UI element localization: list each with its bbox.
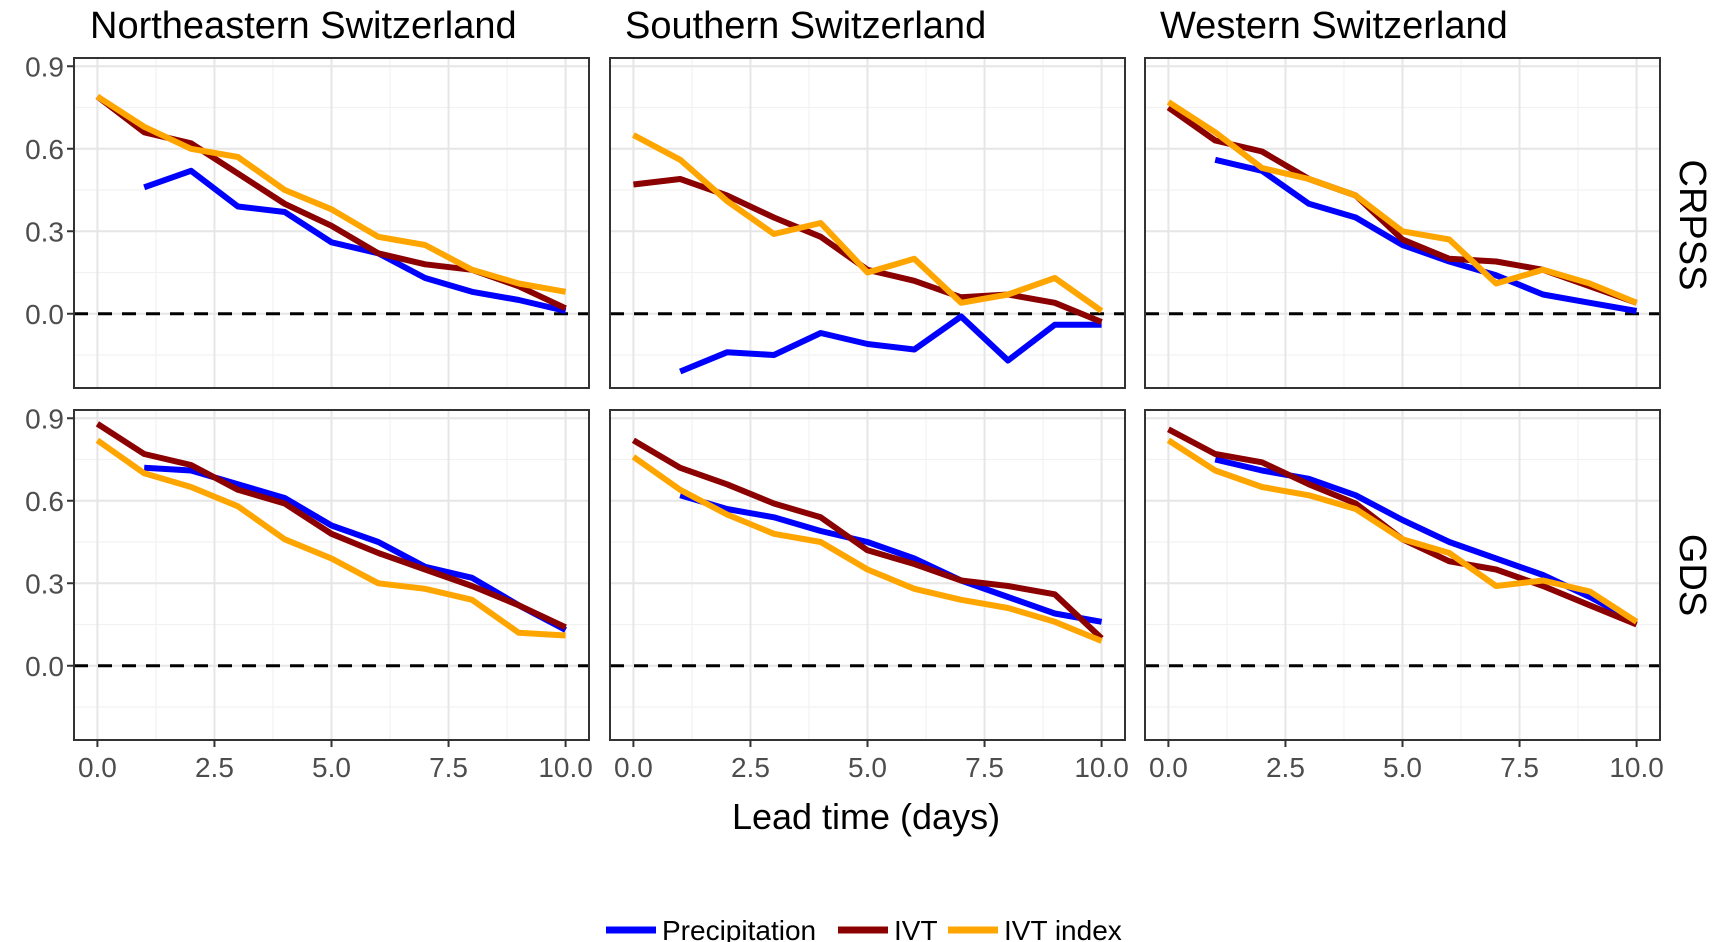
y-tick-label: 0.9 bbox=[25, 51, 64, 82]
y-tick-label: 0.0 bbox=[25, 299, 64, 330]
y-tick-label: 0.0 bbox=[25, 651, 64, 682]
row-labels: CRPSS GDS bbox=[1671, 160, 1713, 617]
x-tick-label: 2.5 bbox=[195, 752, 234, 783]
series-line-ivt-index bbox=[1166, 99, 1638, 306]
panel-gds-southern-switzerland: 0.0 2.5 5.0 7.5 10.0 bbox=[609, 409, 1129, 783]
y-tick-label: 0.9 bbox=[25, 403, 64, 434]
y-tick-label: 0.6 bbox=[25, 134, 64, 165]
panel-crpss-northeastern-switzerland: 0.0 0.3 0.6 0.9 bbox=[25, 51, 590, 389]
x-tick-label: 7.5 bbox=[1500, 752, 1539, 783]
y-tick-label: 0.3 bbox=[25, 216, 64, 247]
x-tick-label: 2.5 bbox=[731, 752, 770, 783]
column-title-western: Western Switzerland bbox=[1160, 5, 1508, 47]
x-tick-label: 7.5 bbox=[429, 752, 468, 783]
panel-gds-western-switzerland: 0.0 2.5 5.0 7.5 10.0 bbox=[1144, 409, 1664, 783]
x-axis-title: Lead time (days) bbox=[732, 796, 1000, 837]
column-title-northeastern: Northeastern Switzerland bbox=[90, 5, 517, 47]
panel-crpss-southern-switzerland bbox=[609, 57, 1126, 389]
legend: Precipitation IVT IVT index bbox=[606, 915, 1122, 942]
series-line-ivt-index bbox=[631, 454, 1103, 644]
series-line-precipitation bbox=[679, 313, 1102, 375]
series-line-precipitation bbox=[1214, 156, 1638, 314]
y-tick-label: 0.3 bbox=[25, 568, 64, 599]
x-tick-label: 2.5 bbox=[1266, 752, 1305, 783]
series-line-ivt-index bbox=[631, 132, 1104, 314]
series-line-ivt bbox=[95, 421, 567, 631]
x-tick-label: 0.0 bbox=[614, 752, 653, 783]
column-title-southern: Southern Switzerland bbox=[625, 5, 986, 47]
x-tick-label: 0.0 bbox=[78, 752, 117, 783]
panel-border bbox=[1144, 57, 1661, 389]
panel-border bbox=[609, 57, 1126, 389]
column-titles: Northeastern Switzerland Southern Switze… bbox=[90, 5, 1508, 47]
x-tick-label: 10.0 bbox=[1074, 752, 1129, 783]
series-line-precipitation bbox=[143, 167, 567, 314]
x-tick-label: 10.0 bbox=[538, 752, 593, 783]
legend-label-ivt: IVT bbox=[894, 915, 938, 942]
y-tick-label: 0.6 bbox=[25, 486, 64, 517]
panel-gds-northeastern-switzerland: 0.0 0.3 0.6 0.9 0.0 2.5 5.0 7.5 10.0 bbox=[25, 403, 593, 783]
series-line-precipitation bbox=[679, 492, 1103, 625]
x-tick-label: 0.0 bbox=[1149, 752, 1188, 783]
x-tick-label: 5.0 bbox=[1383, 752, 1422, 783]
series-line-ivt-index bbox=[95, 437, 566, 639]
series-line-ivt-index bbox=[1166, 437, 1639, 625]
panel-crpss-western-switzerland bbox=[1144, 57, 1661, 389]
panels-layer: 0.0 0.3 0.6 0.9 0.0 0.3 0.6 0.9 0.0 2.5 5.0 7.5 10.0… bbox=[25, 51, 1664, 783]
x-tick-label: 10.0 bbox=[1609, 752, 1664, 783]
legend-label-precipitation: Precipitation bbox=[662, 915, 816, 942]
legend-label-ivt-index: IVT index bbox=[1004, 915, 1122, 942]
x-tick-label: 5.0 bbox=[312, 752, 351, 783]
series-line-ivt bbox=[631, 437, 1104, 641]
panel-border bbox=[73, 57, 590, 389]
series-line-ivt-index bbox=[95, 93, 567, 295]
row-label-crpss: CRPSS bbox=[1671, 160, 1713, 291]
row-label-gds: GDS bbox=[1671, 534, 1713, 616]
x-tick-label: 5.0 bbox=[848, 752, 887, 783]
x-tick-label: 7.5 bbox=[965, 752, 1004, 783]
